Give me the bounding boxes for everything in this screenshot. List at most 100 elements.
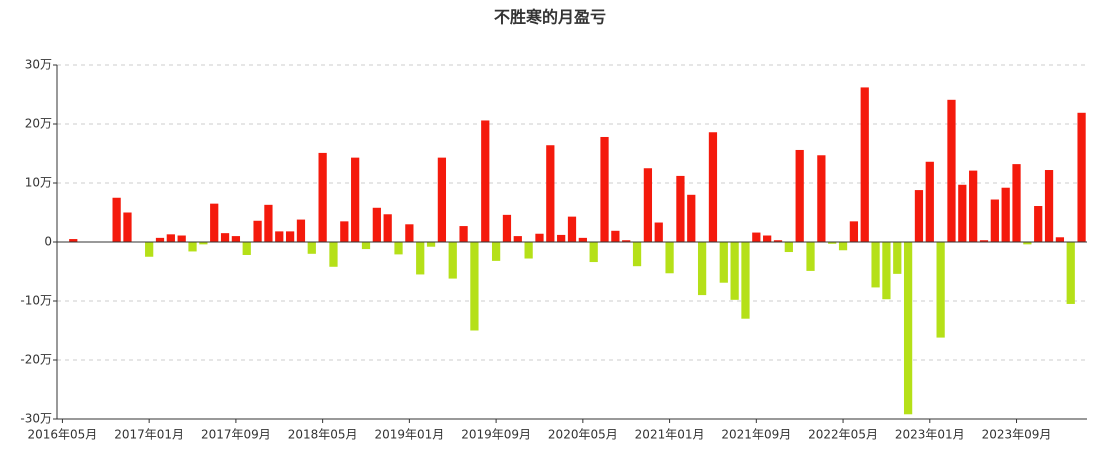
bar [903,242,913,415]
bar [394,242,403,255]
bar [1077,112,1086,242]
y-tick-label: 20万 [25,117,52,131]
bar [611,230,620,242]
bar [925,161,934,242]
bar [990,199,999,242]
bar [296,219,306,242]
bar [123,212,132,242]
bar [177,235,186,242]
bar [372,207,381,242]
x-tick-label: 2016年05月 [28,428,98,442]
bar [838,242,848,251]
y-tick-label: -30万 [20,412,52,426]
bar [220,233,230,242]
bar [687,194,696,242]
y-tick-label: -20万 [20,353,52,367]
bar [1012,164,1021,242]
bar [112,197,121,242]
bar [361,242,371,250]
bar [307,242,316,254]
bar [1066,242,1075,304]
bar [643,168,653,242]
x-tick-label: 2020年05月 [548,428,618,442]
bar [275,231,284,242]
bar [210,203,219,242]
bar [231,236,241,242]
bar [285,231,295,242]
bar [491,242,501,261]
bar [969,170,978,242]
bar [242,242,251,255]
bar [557,234,566,242]
bar [535,233,544,242]
x-tick-label: 2022年05月 [808,428,878,442]
bar [730,242,739,300]
chart-title: 不胜寒的月盈亏 [494,8,606,27]
bar [752,232,761,242]
bar [773,240,783,242]
bar [470,242,479,331]
bar [405,224,414,242]
bar [936,242,945,338]
bar [676,175,685,242]
bar [632,242,642,267]
y-tick-label: 30万 [25,58,52,72]
bar [871,242,880,288]
bar [860,87,869,242]
bar [546,145,555,242]
bar [567,216,577,242]
bar [741,242,750,319]
bar [893,242,902,274]
bar [882,242,891,300]
bar [166,234,175,242]
y-tick-label: 0 [44,235,52,249]
x-tick-label: 2018年05月 [288,428,358,442]
bar [145,242,154,257]
bar [849,221,859,242]
bar [708,132,718,242]
bar [578,237,587,242]
x-tick-label: 2021年01月 [635,428,705,442]
bar [1023,242,1032,245]
bar [763,235,772,242]
bar [817,155,826,242]
bar [958,184,967,242]
y-tick-label: 10万 [25,176,52,190]
bar [318,152,327,242]
bar [1034,206,1043,242]
bar [502,214,512,242]
bar [351,157,360,242]
bar [69,239,78,242]
bar [795,149,804,242]
bar [914,190,924,242]
bar [1055,237,1065,242]
bar [600,136,609,242]
x-tick-label: 2019年01月 [374,428,444,442]
bar [199,242,208,245]
x-tick-label: 2023年01月 [895,428,965,442]
bar [828,242,837,244]
bar [806,242,815,271]
bar [448,242,457,279]
bar [697,242,707,296]
x-tick-label: 2021年09月 [721,428,791,442]
bar [188,242,197,252]
bar [340,221,349,242]
bar [155,237,165,242]
bar [437,157,447,242]
y-tick-label: -10万 [20,294,52,308]
bar [253,220,262,242]
bar [1044,170,1054,242]
bar [329,242,338,267]
bar [622,240,631,242]
bar [264,204,273,242]
bar [654,222,663,242]
bar [383,214,392,242]
bar [416,242,425,275]
bar [426,242,436,247]
bar [459,226,468,242]
bar [665,242,674,274]
bar [719,242,728,283]
x-tick-label: 2023年09月 [982,428,1052,442]
